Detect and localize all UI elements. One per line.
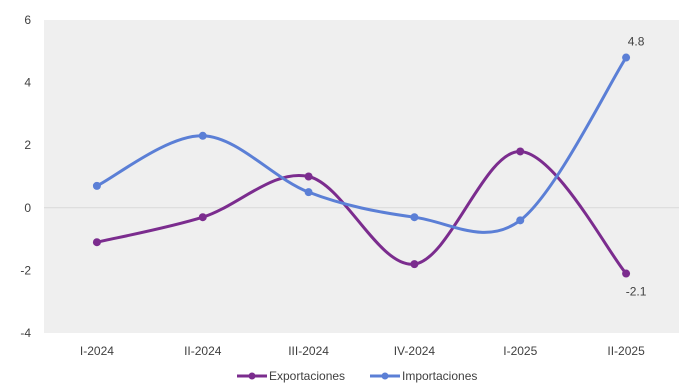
y-axis-ticks: -4 -2 0 2 4 6: [20, 13, 31, 340]
importaciones-legend-marker: [381, 372, 389, 380]
importaciones-point: [198, 131, 207, 140]
exportaciones-point: [516, 147, 525, 156]
series-layer: [92, 53, 631, 278]
x-tick-label: III-2024: [288, 344, 329, 358]
plot-area: [44, 20, 679, 333]
importaciones-point: [516, 216, 525, 225]
exportaciones-legend-label: Exportaciones: [269, 369, 345, 383]
exportaciones-point: [304, 172, 313, 181]
y-tick-label: 2: [24, 138, 31, 152]
y-tick-label: -4: [20, 326, 31, 340]
exportaciones-point: [410, 260, 419, 269]
importaciones-legend-label: Importaciones: [402, 369, 477, 383]
x-tick-label: II-2024: [184, 344, 222, 358]
y-tick-label: 0: [24, 201, 31, 215]
importaciones-point: [622, 53, 631, 62]
data-labels: -2.1 4.8: [626, 35, 647, 299]
x-axis-ticks: I-2024 II-2024 III-2024 IV-2024 I-2025 II-202…: [80, 344, 645, 358]
legend: Exportaciones Importaciones: [237, 369, 477, 383]
importaciones-point: [410, 213, 419, 222]
y-tick-label: -2: [20, 263, 31, 277]
importaciones-point: [92, 181, 101, 190]
exportaciones-point: [622, 269, 631, 278]
y-tick-label: 4: [24, 76, 31, 90]
exportaciones-point: [92, 238, 101, 247]
x-tick-label: II-2025: [607, 344, 645, 358]
importaciones-data-label: 4.8: [628, 35, 645, 49]
x-tick-label: IV-2024: [394, 344, 436, 358]
exportaciones-point: [198, 213, 207, 222]
importaciones-point: [304, 188, 313, 197]
y-tick-label: 6: [24, 13, 31, 27]
importaciones-line: [95, 56, 628, 234]
exportaciones-legend-marker: [248, 372, 256, 380]
x-tick-label: I-2024: [80, 344, 114, 358]
exportaciones-data-label: -2.1: [626, 285, 647, 299]
x-tick-label: I-2025: [503, 344, 537, 358]
